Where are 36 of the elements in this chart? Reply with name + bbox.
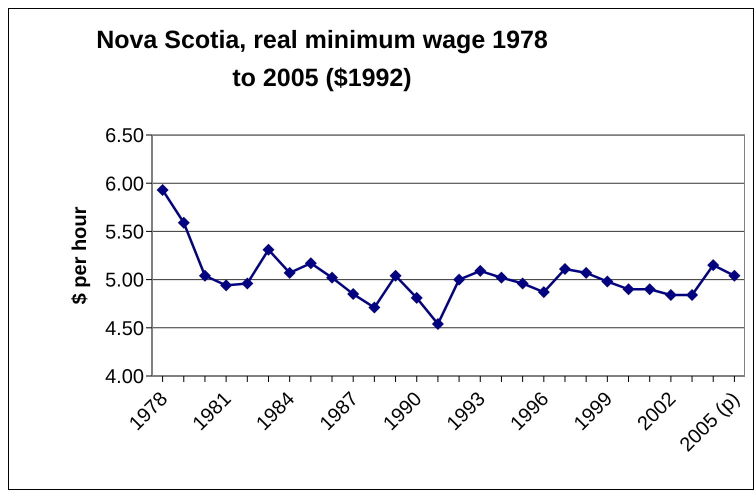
y-axis-title: $ per hour xyxy=(69,206,92,304)
y-tick-label: 5.50 xyxy=(105,222,144,244)
point xyxy=(601,276,614,288)
point xyxy=(198,270,211,282)
point xyxy=(495,272,508,284)
point xyxy=(644,283,656,296)
point xyxy=(304,257,317,270)
point xyxy=(262,244,274,256)
y-tick-label: 6.00 xyxy=(105,173,144,196)
point xyxy=(580,266,592,279)
point xyxy=(622,283,635,296)
y-tick-label: 4.50 xyxy=(105,318,144,340)
point xyxy=(707,259,720,272)
point xyxy=(686,289,698,302)
point xyxy=(368,302,380,314)
point xyxy=(178,216,190,229)
point xyxy=(453,274,466,286)
chart-title: Nova Scotia, real minimum wage 1978 to 2005 ($1992) xyxy=(95,25,549,94)
point xyxy=(390,270,402,282)
point xyxy=(728,270,740,282)
y-tick-label: 4.00 xyxy=(105,366,144,388)
point xyxy=(538,286,550,298)
y-tick-label: 6.50 xyxy=(105,125,144,148)
point xyxy=(474,264,486,277)
point xyxy=(241,277,254,290)
point xyxy=(156,184,169,196)
point xyxy=(347,288,360,300)
point xyxy=(410,292,423,304)
point xyxy=(220,279,232,292)
point xyxy=(558,262,571,275)
point xyxy=(516,277,529,290)
point xyxy=(284,266,296,279)
point xyxy=(432,318,444,330)
point xyxy=(326,272,338,284)
point xyxy=(664,289,677,302)
y-tick-label: 5.00 xyxy=(105,270,144,292)
